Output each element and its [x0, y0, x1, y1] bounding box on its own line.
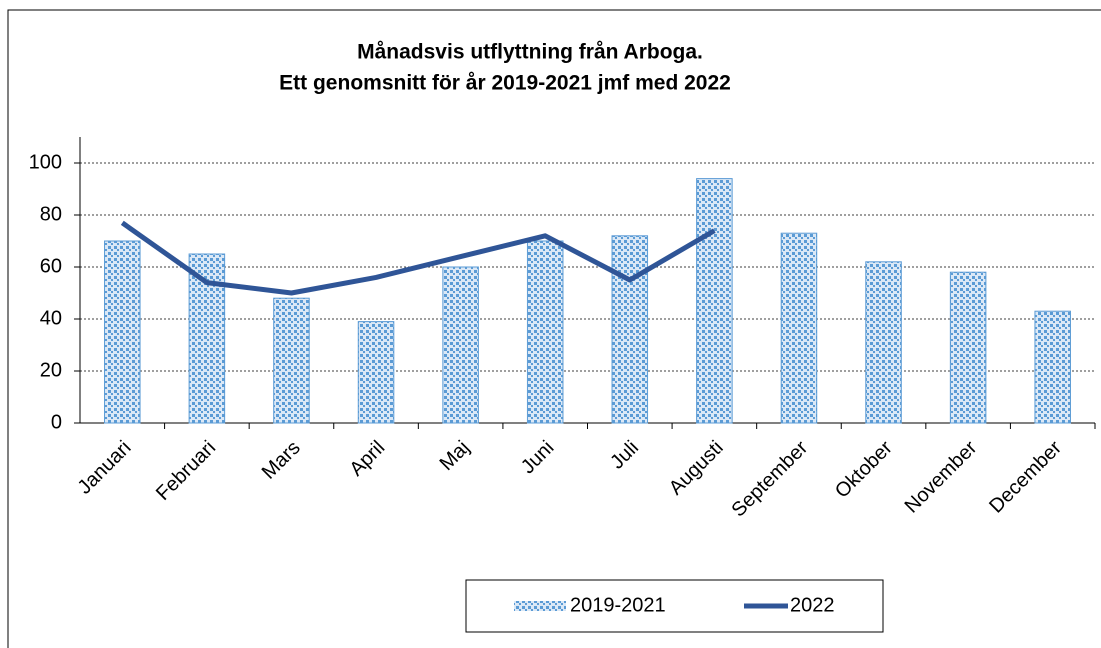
line — [120, 220, 716, 296]
legend-swatch — [514, 601, 566, 611]
legend-label: 2022 — [790, 594, 835, 616]
bar — [104, 240, 141, 424]
bar — [526, 240, 564, 424]
chart-title: Månadsvis utflyttning från Arboga. — [357, 41, 703, 64]
y-tick-label: 60 — [40, 255, 62, 277]
bar — [611, 235, 649, 424]
bar — [1034, 310, 1071, 424]
chart-subtitle: Ett genomsnitt för år 2019-2021 jmf med … — [279, 72, 731, 95]
y-tick-label: 100 — [29, 151, 62, 173]
y-tick-label: 0 — [51, 411, 62, 433]
legend-label: 2019-2021 — [570, 594, 666, 616]
bar — [696, 178, 733, 424]
bar — [780, 232, 818, 424]
y-tick-label: 40 — [40, 307, 62, 329]
bar — [188, 253, 226, 424]
bar — [357, 321, 395, 424]
y-tick-label: 80 — [40, 203, 62, 225]
bar — [949, 271, 987, 424]
bar — [865, 261, 902, 424]
y-tick-label: 20 — [40, 359, 62, 381]
bar — [442, 266, 479, 424]
bar — [273, 297, 310, 424]
